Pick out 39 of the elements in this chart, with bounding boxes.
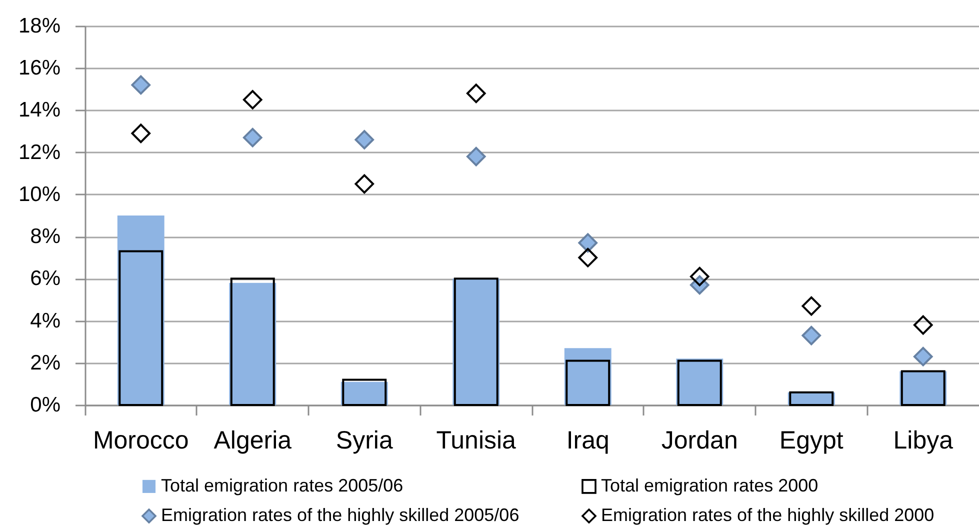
x-tick-label: Morocco [92, 426, 189, 454]
y-tick-label: 14% [18, 98, 60, 122]
point [466, 146, 486, 166]
point [242, 128, 262, 148]
point [802, 326, 822, 346]
y-tick-label: 4% [30, 309, 60, 332]
y-tick-label: 12% [18, 140, 60, 164]
legend-label: Total emigration rates 2005/06 [161, 475, 404, 496]
x-tick-label: Libya [893, 426, 954, 454]
point [242, 90, 262, 110]
point [578, 233, 598, 253]
y-tick-label: 18% [18, 14, 60, 38]
y-tick-label: 0% [30, 394, 60, 416]
bar [118, 250, 164, 406]
point [578, 248, 598, 268]
legend-label: Total emigration rates 2000 [601, 475, 818, 496]
y-tick-label: 6% [30, 267, 60, 290]
y-tick-label: 16% [18, 56, 60, 80]
x-tick-label: Algeria [214, 426, 292, 454]
x-tick-label: Iraq [566, 426, 610, 454]
x-tick-label: Syria [336, 426, 393, 454]
x-tick-label: Egypt [779, 426, 844, 454]
y-tick-label: 10% [18, 182, 60, 206]
y-tick-label: 2% [30, 351, 60, 374]
point [913, 315, 933, 335]
point [690, 266, 710, 286]
x-tick-label: Jordan [661, 426, 738, 454]
x-tick-label: Tunisia [436, 426, 516, 454]
point [131, 124, 151, 144]
point [466, 84, 486, 104]
y-tick-label: 8% [30, 225, 60, 248]
legend-label: Emigration rates of the highly skilled 2005/06 [161, 505, 520, 525]
point [354, 174, 374, 194]
legend-label: Emigration rates of the highly skilled 2000 [601, 505, 934, 525]
point [131, 75, 151, 95]
point [802, 296, 822, 316]
bar [566, 360, 610, 406]
point [913, 346, 933, 366]
point [354, 130, 374, 150]
